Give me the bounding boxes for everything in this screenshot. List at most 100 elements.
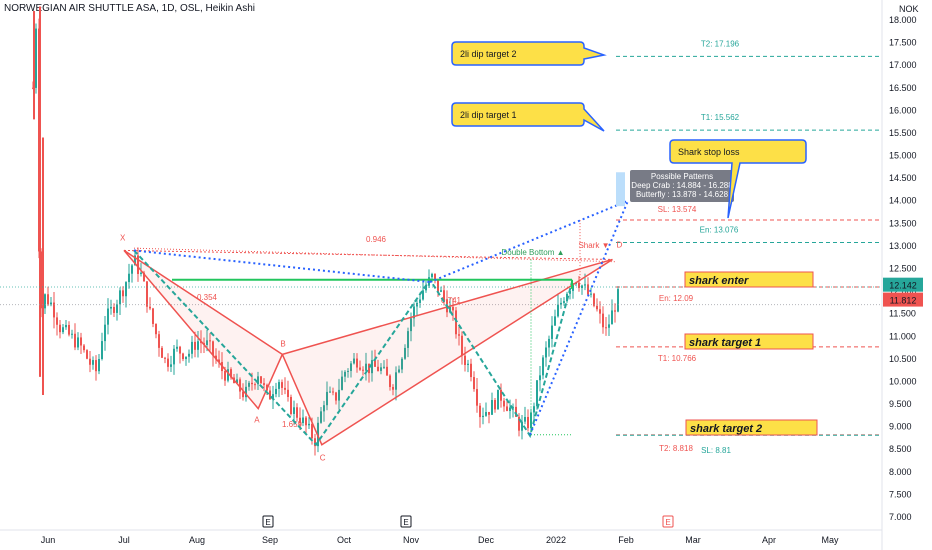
candle-body xyxy=(311,423,313,439)
xb-line xyxy=(123,250,283,355)
candle-body xyxy=(605,327,607,329)
candle-body xyxy=(92,360,94,365)
level-label: En: 12.09 xyxy=(659,294,694,303)
candle-body xyxy=(122,290,124,297)
candle-body xyxy=(65,324,67,328)
candle-body xyxy=(260,376,262,384)
pattern-point-label: X xyxy=(120,233,126,242)
candle-body xyxy=(269,390,271,400)
possible-pattern-2: Butterfly : 13.878 - 14.628 xyxy=(636,190,729,199)
y-axis[interactable]: 18.000 17.500 17.000 16.500 16.000 15.500 15.0… xyxy=(883,4,923,522)
candle-body xyxy=(125,282,127,297)
level-label: T2: 8.818 xyxy=(659,444,693,453)
double-bottom-label: Double Bottom ▲ xyxy=(501,248,564,257)
y-tick-label: 10.500 xyxy=(889,354,917,364)
candle-body xyxy=(62,327,64,333)
y-tick-label: 11.000 xyxy=(889,331,916,341)
candle-body xyxy=(557,304,559,317)
candle-body xyxy=(287,389,289,397)
pattern-point-label: C xyxy=(320,454,326,463)
candle-body xyxy=(494,400,496,410)
y-tick-label: 9.000 xyxy=(889,422,912,432)
candle-body xyxy=(464,355,466,365)
candle-body xyxy=(101,341,103,359)
y-tick-label: 17.000 xyxy=(889,60,917,70)
x-tick-label: Mar xyxy=(685,535,701,545)
candle-body xyxy=(422,290,424,300)
candle-body xyxy=(614,310,616,312)
x-tick-label: 2022 xyxy=(546,535,566,545)
possible-pattern-1: Deep Crab : 14.884 - 16.288 xyxy=(631,181,733,190)
candle-body xyxy=(413,306,415,319)
candle-body xyxy=(326,391,328,406)
grid xyxy=(0,0,883,550)
candle-body xyxy=(134,255,136,266)
ratio-label: 1.659 xyxy=(282,420,303,429)
candle-body xyxy=(194,341,196,350)
candle-body xyxy=(485,412,487,416)
candle-body xyxy=(161,347,163,358)
candle-body xyxy=(395,372,397,390)
candle-body xyxy=(137,255,139,274)
candle-body xyxy=(593,293,595,306)
candle-body xyxy=(206,340,208,345)
candle-body xyxy=(116,304,118,313)
callout-bubble xyxy=(451,102,605,132)
candle-body xyxy=(173,348,175,365)
last-price-text: 12.142 xyxy=(889,281,917,291)
candle-body xyxy=(599,309,601,314)
candle-body xyxy=(584,284,586,286)
candle-body xyxy=(500,389,502,401)
candle-body xyxy=(548,338,550,348)
x-axis[interactable]: Jun Jul Aug Sep Oct Nov Dec 2022 Feb Mar Apr May E E E xyxy=(41,515,839,545)
candle-body xyxy=(158,334,160,348)
candle-body xyxy=(374,360,376,367)
candle-body xyxy=(350,363,352,371)
candle-body xyxy=(509,407,511,411)
earnings-marker-label: E xyxy=(265,518,270,527)
candle-body xyxy=(44,294,46,309)
currency-label: NOK xyxy=(899,4,919,14)
candle-body xyxy=(362,369,364,371)
candle-body xyxy=(602,313,604,328)
blue-dotted-extension xyxy=(429,199,629,283)
candle-body xyxy=(341,376,343,390)
candle-body xyxy=(563,301,565,303)
candle-body xyxy=(425,285,427,291)
level-label: En: 13.076 xyxy=(700,225,739,234)
callout-text: Shark stop loss xyxy=(678,147,740,157)
candle-body xyxy=(74,333,76,348)
candle-body xyxy=(371,360,373,374)
pattern-triangle-xab xyxy=(123,249,284,410)
candle-body xyxy=(215,355,217,360)
candle-body xyxy=(398,369,400,373)
level-label: SL: 8.81 xyxy=(701,446,731,455)
candle-body xyxy=(227,369,229,381)
candle-body xyxy=(431,273,433,278)
y-tick-label: 17.500 xyxy=(889,38,917,48)
candle-body xyxy=(530,412,532,429)
candle-body xyxy=(407,331,409,348)
candle-body xyxy=(335,392,337,401)
label-box xyxy=(685,419,818,436)
callout-bubble xyxy=(451,41,607,66)
candle-body xyxy=(170,364,172,367)
candle-body xyxy=(128,273,130,283)
candle-body xyxy=(617,289,619,312)
y-tick-label: 14.000 xyxy=(889,196,917,206)
candle-body xyxy=(461,335,463,356)
candle-body xyxy=(188,353,190,357)
blue-dotted-cd xyxy=(529,200,629,436)
y-tick-label: 15.000 xyxy=(889,151,917,161)
candle-body xyxy=(185,356,187,360)
candle-body xyxy=(419,299,421,303)
candle-body xyxy=(608,324,610,328)
candle-body xyxy=(110,306,112,309)
candle-body xyxy=(290,396,292,414)
candle-body xyxy=(389,375,391,387)
y-tick-label: 16.500 xyxy=(889,83,917,93)
y-tick-label: 14.500 xyxy=(889,173,917,183)
candle-body xyxy=(281,382,283,388)
x-tick-label: Jul xyxy=(118,535,130,545)
